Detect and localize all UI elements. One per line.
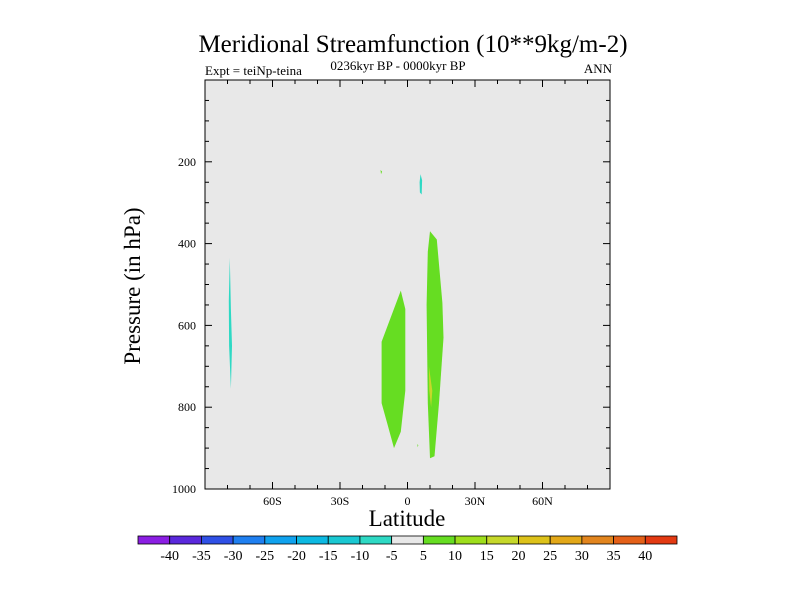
colorbar-label: 30: [575, 549, 589, 564]
subtitle-center: 0236kyr BP - 0000kyr BP: [330, 58, 465, 73]
colorbar-box: [359, 535, 393, 545]
colorbar-box: [296, 535, 329, 545]
colorbar-box: [518, 535, 551, 545]
contour-region-neg-sh-high-lat: [228, 257, 232, 389]
colorbar-label: -35: [192, 549, 211, 564]
colorbar-label: 35: [607, 549, 621, 564]
contour-region-dot-lower: [417, 444, 419, 448]
x-axis-label: Latitude: [369, 506, 446, 531]
y-tick-label: 1000: [172, 482, 196, 496]
subtitle-right: ANN: [584, 61, 613, 76]
colorbar-label: 25: [543, 549, 557, 564]
colorbar: -40 -35 -30 -25 -20 -15 -10 -5 5 10 15 20 25 30 35 40: [137, 535, 678, 564]
contour-region-neg-upper-small: [419, 174, 423, 195]
colorbar-box: [137, 535, 171, 545]
colorbar-label: -10: [351, 549, 370, 564]
colorbar-label: -15: [319, 549, 338, 564]
colorbar-box: [422, 535, 456, 545]
colorbar-label: -40: [160, 549, 179, 564]
colorbar-box: [613, 535, 646, 545]
colorbar-box: [201, 535, 234, 545]
colorbar-box: [549, 535, 583, 545]
colorbar-label: -20: [287, 549, 306, 564]
subtitle-left: Expt = teiNp-teina: [205, 63, 302, 78]
colorbar-box: [454, 535, 488, 545]
y-tick-label: 200: [178, 155, 196, 169]
y-axis-label: Pressure (in hPa): [120, 207, 145, 364]
colorbar-label: -5: [386, 549, 398, 564]
y-tick-label: 400: [178, 237, 196, 251]
colorbar-box: [581, 535, 614, 545]
colorbar-label: 15: [480, 549, 494, 564]
x-tick-label: 60S: [263, 494, 282, 508]
colorbar-label: 40: [638, 549, 652, 564]
axes: 60S 30S 0 30N 60N 200 400 600 800 1000: [172, 79, 611, 508]
colorbar-box: [232, 535, 266, 545]
colorbar-label: 10: [448, 549, 462, 564]
colorbar-box: [327, 535, 361, 545]
colorbar-box: [486, 535, 519, 545]
x-tick-label: 0: [405, 494, 411, 508]
contour-region-pos-nh-core: [428, 366, 433, 408]
colorbar-label: 20: [511, 549, 525, 564]
y-tick-label: 800: [178, 400, 196, 414]
x-tick-label: 60N: [532, 494, 553, 508]
colorbar-box: [391, 535, 424, 545]
colorbar-box: [169, 535, 202, 545]
x-tick-label: 30S: [331, 494, 350, 508]
colorbar-label: -25: [255, 549, 274, 564]
plot-area: [205, 80, 610, 489]
contour-region-pos-eq-lobe: [381, 290, 406, 449]
plot-background: [205, 80, 610, 489]
chart-title: Meridional Streamfunction (10**9kg/m-2): [198, 31, 627, 58]
colorbar-box: [644, 535, 678, 545]
x-tick-label: 30N: [465, 494, 486, 508]
y-tick-label: 600: [178, 318, 196, 332]
colorbar-label: -30: [224, 549, 243, 564]
contour-region-dot-upper: [380, 170, 383, 175]
colorbar-label: 5: [420, 549, 427, 564]
colorbar-box: [264, 535, 297, 545]
